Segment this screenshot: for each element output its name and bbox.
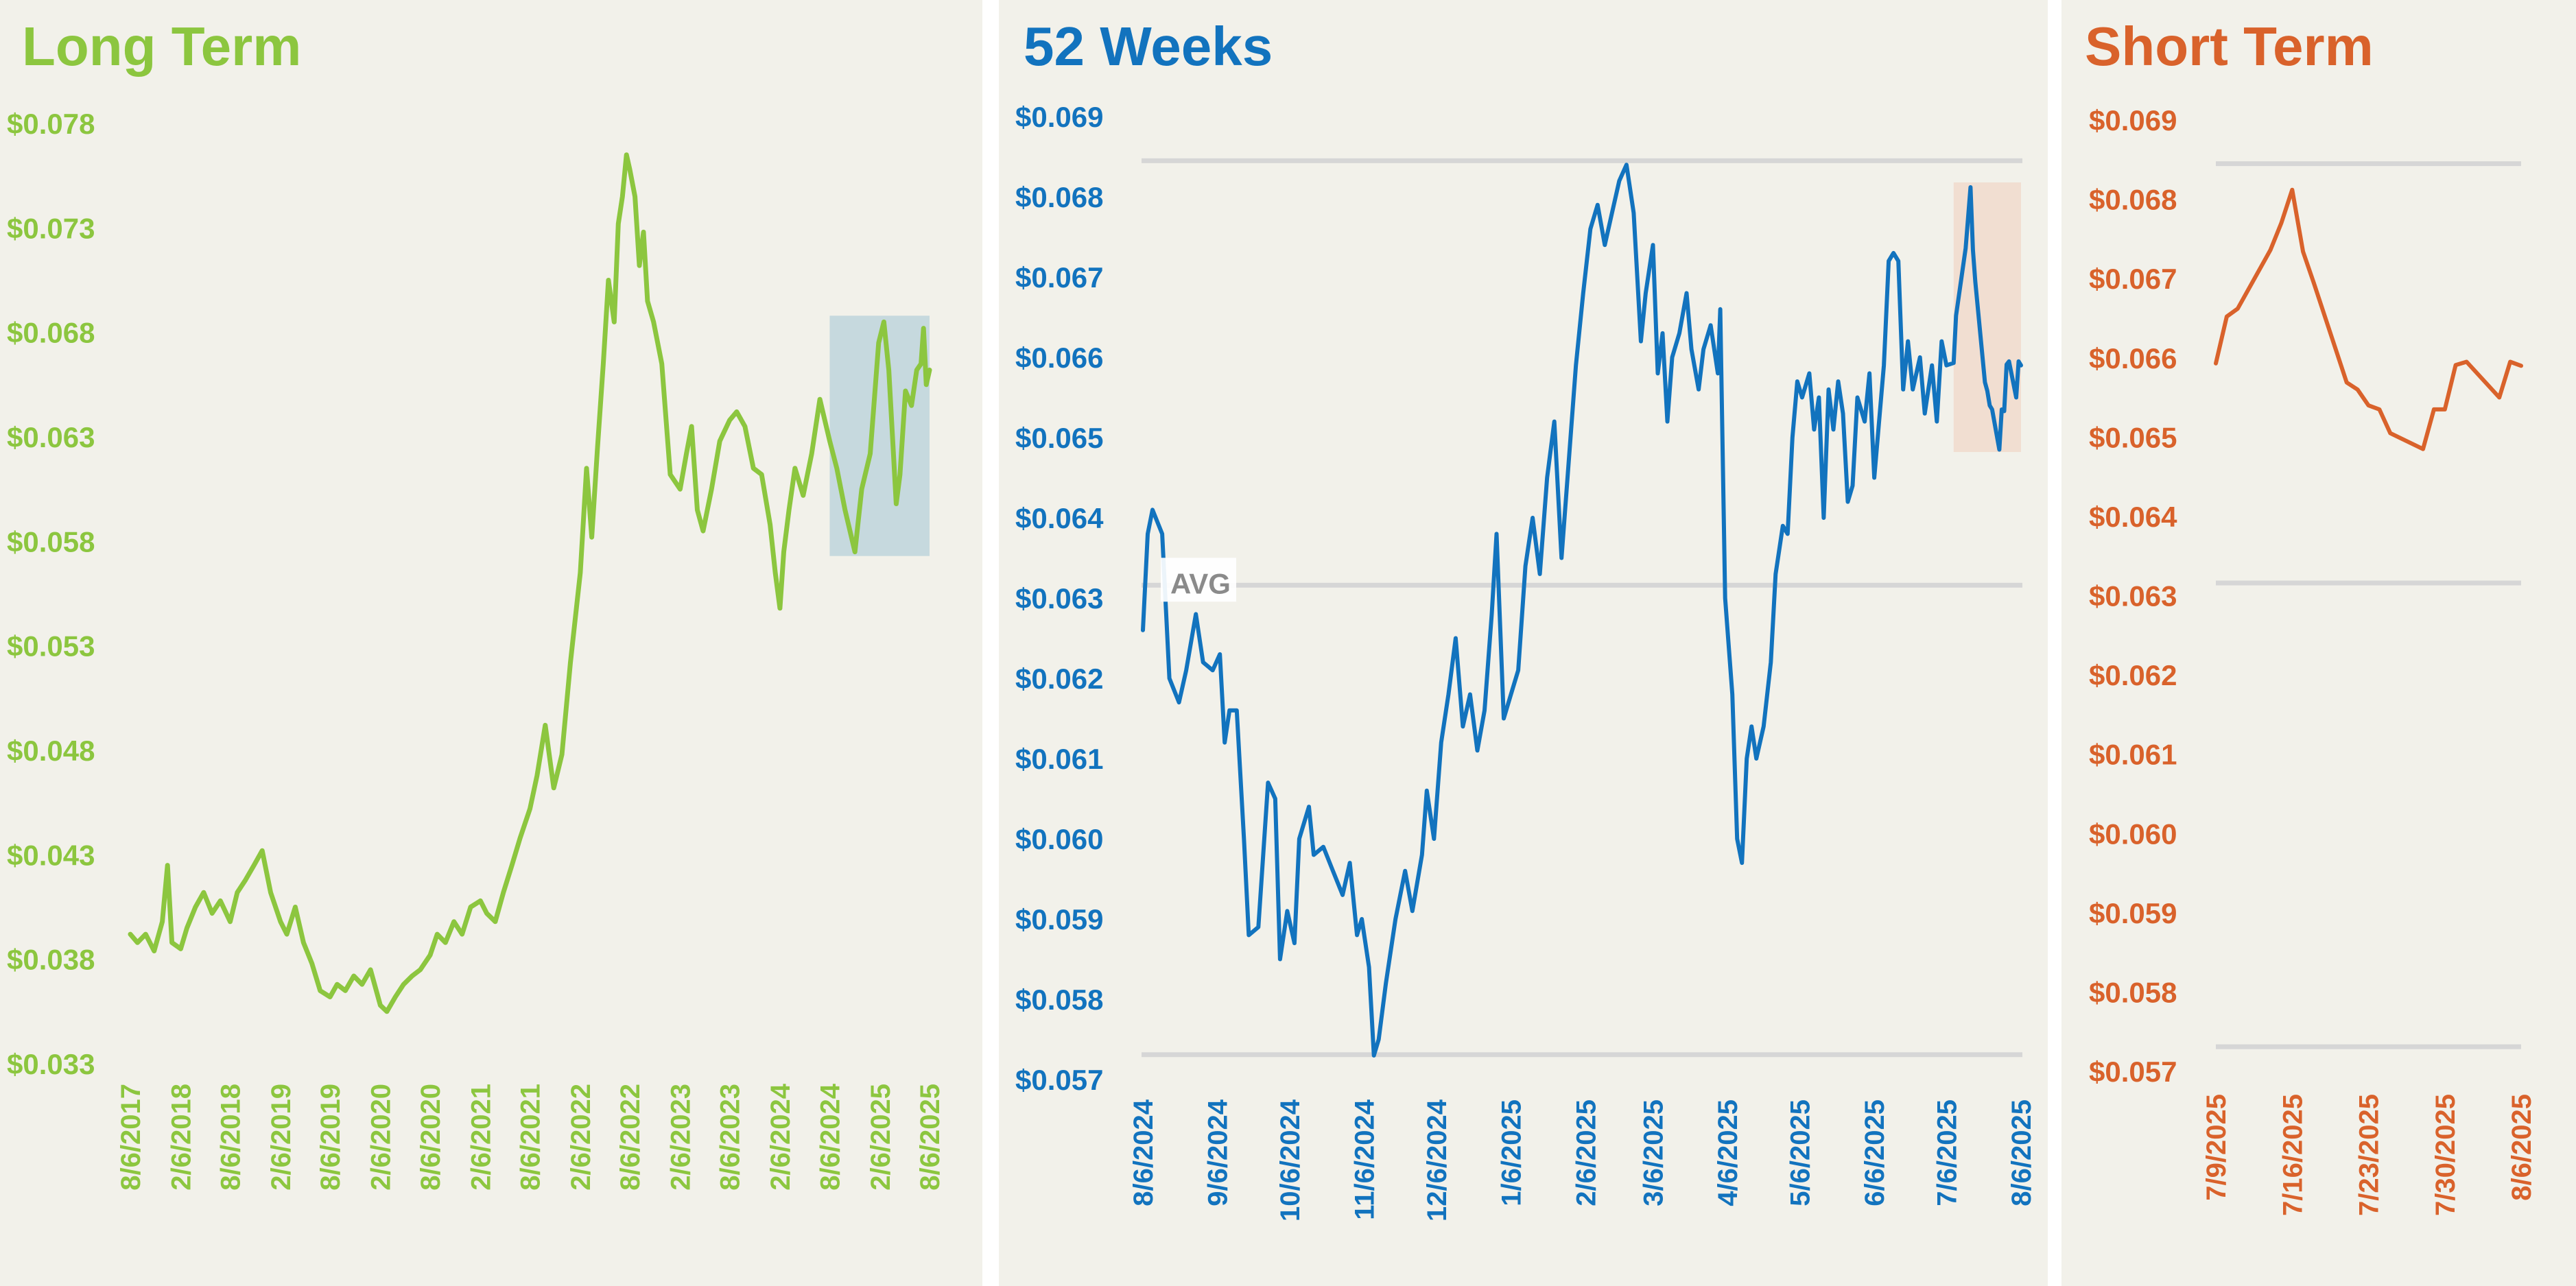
y-tick-label: $0.066	[1015, 342, 1103, 374]
y-tick-label: $0.068	[7, 317, 95, 349]
x-tick-label: 12/6/2024	[1422, 1099, 1452, 1222]
y-tick-label: $0.067	[2089, 263, 2177, 295]
y-tick-label: $0.062	[1015, 663, 1103, 695]
x-tick-label: 5/6/2025	[1785, 1099, 1815, 1206]
y-tick-label: $0.078	[7, 108, 95, 140]
y-tick-label: $0.048	[7, 735, 95, 767]
y-tick-label: $0.064	[2089, 501, 2177, 533]
highlight-region	[1953, 182, 2021, 453]
long-term-title: Long Term	[22, 16, 302, 77]
x-tick-label: 2/6/2024	[766, 1083, 796, 1190]
y-tick-label: $0.065	[1015, 422, 1103, 454]
y-tick-label: $0.069	[2089, 104, 2177, 136]
x-tick-label: 7/16/2025	[2278, 1094, 2308, 1216]
x-tick-label: 4/6/2025	[1713, 1099, 1743, 1206]
avg-label-bg	[1161, 558, 1236, 602]
y-tick-label: $0.033	[7, 1048, 95, 1080]
avg-label: AVG	[1170, 567, 1231, 599]
y-tick-label: $0.059	[2089, 897, 2177, 929]
y-tick-label: $0.038	[7, 944, 95, 976]
x-tick-label: 2/6/2025	[866, 1084, 896, 1191]
y-tick-label: $0.065	[2089, 421, 2177, 453]
y-tick-label: $0.043	[7, 839, 95, 871]
x-tick-label: 8/6/2022	[615, 1084, 646, 1191]
x-tick-label: 1/6/2025	[1497, 1099, 1527, 1206]
x-tick-label: 8/6/2019	[316, 1084, 346, 1191]
y-tick-label: $0.064	[1015, 502, 1104, 534]
y-tick-label: $0.057	[1015, 1064, 1103, 1096]
x-tick-label: 10/6/2024	[1275, 1099, 1305, 1222]
x-tick-label: 8/6/2017	[116, 1084, 146, 1191]
x-tick-label: 2/6/2021	[466, 1084, 496, 1191]
x-tick-label: 6/6/2025	[1860, 1099, 1890, 1206]
y-tick-label: $0.058	[1015, 984, 1103, 1016]
y-tick-label: $0.063	[7, 421, 95, 453]
series-line	[128, 152, 932, 1014]
x-tick-label: 2/6/2019	[266, 1084, 296, 1191]
y-tick-label: $0.058	[7, 525, 95, 558]
x-tick-label: 7/30/2025	[2431, 1094, 2461, 1216]
y-tick-label: $0.060	[2089, 818, 2177, 850]
x-tick-label: 7/6/2025	[1932, 1099, 1962, 1206]
x-tick-label: 8/6/2021	[516, 1084, 546, 1191]
x-tick-label: 8/6/2018	[216, 1084, 246, 1191]
y-tick-label: $0.069	[1015, 101, 1103, 133]
y-tick-label: $0.063	[2089, 580, 2177, 612]
x-tick-label: 2/6/2020	[366, 1084, 396, 1191]
y-tick-label: $0.060	[1015, 823, 1103, 855]
x-tick-label: 2/6/2023	[665, 1084, 696, 1191]
y-tick-label: $0.053	[7, 630, 95, 663]
long-term-chart: $0.078 $0.073 $0.068 $0.063 $0.058 $0.053 $0.0…	[7, 108, 945, 1191]
x-tick-label: 8/6/2020	[416, 1084, 446, 1191]
x-tick-label: 3/6/2025	[1638, 1099, 1668, 1206]
y-tick-label: $0.057	[2089, 1056, 2177, 1088]
x-tick-label: 8/6/2025	[915, 1084, 945, 1191]
weeks-52-chart: $0.069 $0.068 $0.067 $0.066 $0.065 $0.064 $0.0…	[1015, 101, 2037, 1222]
x-tick-label: 11/6/2024	[1350, 1099, 1380, 1219]
y-tick-label: $0.059	[1015, 903, 1103, 936]
y-tick-label: $0.061	[2089, 739, 2177, 771]
y-tick-label: $0.066	[2089, 342, 2177, 374]
short-term-panel: Short Term $0.069 $0.068 $0.067 $0.066 $0.06…	[2061, 0, 2576, 1286]
short-term-title: Short Term	[2085, 16, 2374, 77]
weeks-52-panel: 52 Weeks $0.069 $0.068 $0.067 $0.066 $0.065 $…	[999, 0, 2048, 1286]
x-tick-label: 7/23/2025	[2354, 1094, 2385, 1216]
y-tick-label: $0.067	[1015, 261, 1103, 294]
y-tick-label: $0.073	[7, 212, 95, 244]
y-tick-label: $0.062	[2089, 659, 2177, 691]
x-tick-label: 8/6/2024	[815, 1083, 845, 1190]
x-tick-label: 2/6/2022	[566, 1084, 596, 1191]
y-tick-label: $0.061	[1015, 743, 1103, 775]
y-tick-label: $0.068	[2089, 184, 2177, 216]
x-tick-label: 9/6/2024	[1203, 1099, 1233, 1206]
x-tick-label: 2/6/2025	[1571, 1099, 1601, 1206]
x-tick-label: 2/6/2018	[166, 1084, 196, 1191]
x-tick-label: 8/6/2024	[1129, 1099, 1159, 1206]
long-term-panel: Long Term $0.078 $0.073 $0.068 $0.063 $0.058…	[0, 0, 982, 1286]
x-tick-label: 8/6/2025	[2507, 1094, 2537, 1201]
x-tick-label: 8/6/2023	[716, 1084, 746, 1191]
x-tick-label: 7/9/2025	[2201, 1094, 2232, 1201]
y-tick-label: $0.063	[1015, 582, 1103, 615]
series-line	[1141, 163, 2023, 1058]
y-tick-label: $0.058	[2089, 976, 2177, 1008]
series-line	[2214, 187, 2523, 451]
short-term-chart: $0.069 $0.068 $0.067 $0.066 $0.065 $0.064 $0.0…	[2089, 104, 2537, 1216]
weeks-52-title: 52 Weeks	[1024, 16, 1273, 77]
x-tick-label: 8/6/2025	[2007, 1099, 2037, 1206]
y-tick-label: $0.068	[1015, 181, 1103, 213]
